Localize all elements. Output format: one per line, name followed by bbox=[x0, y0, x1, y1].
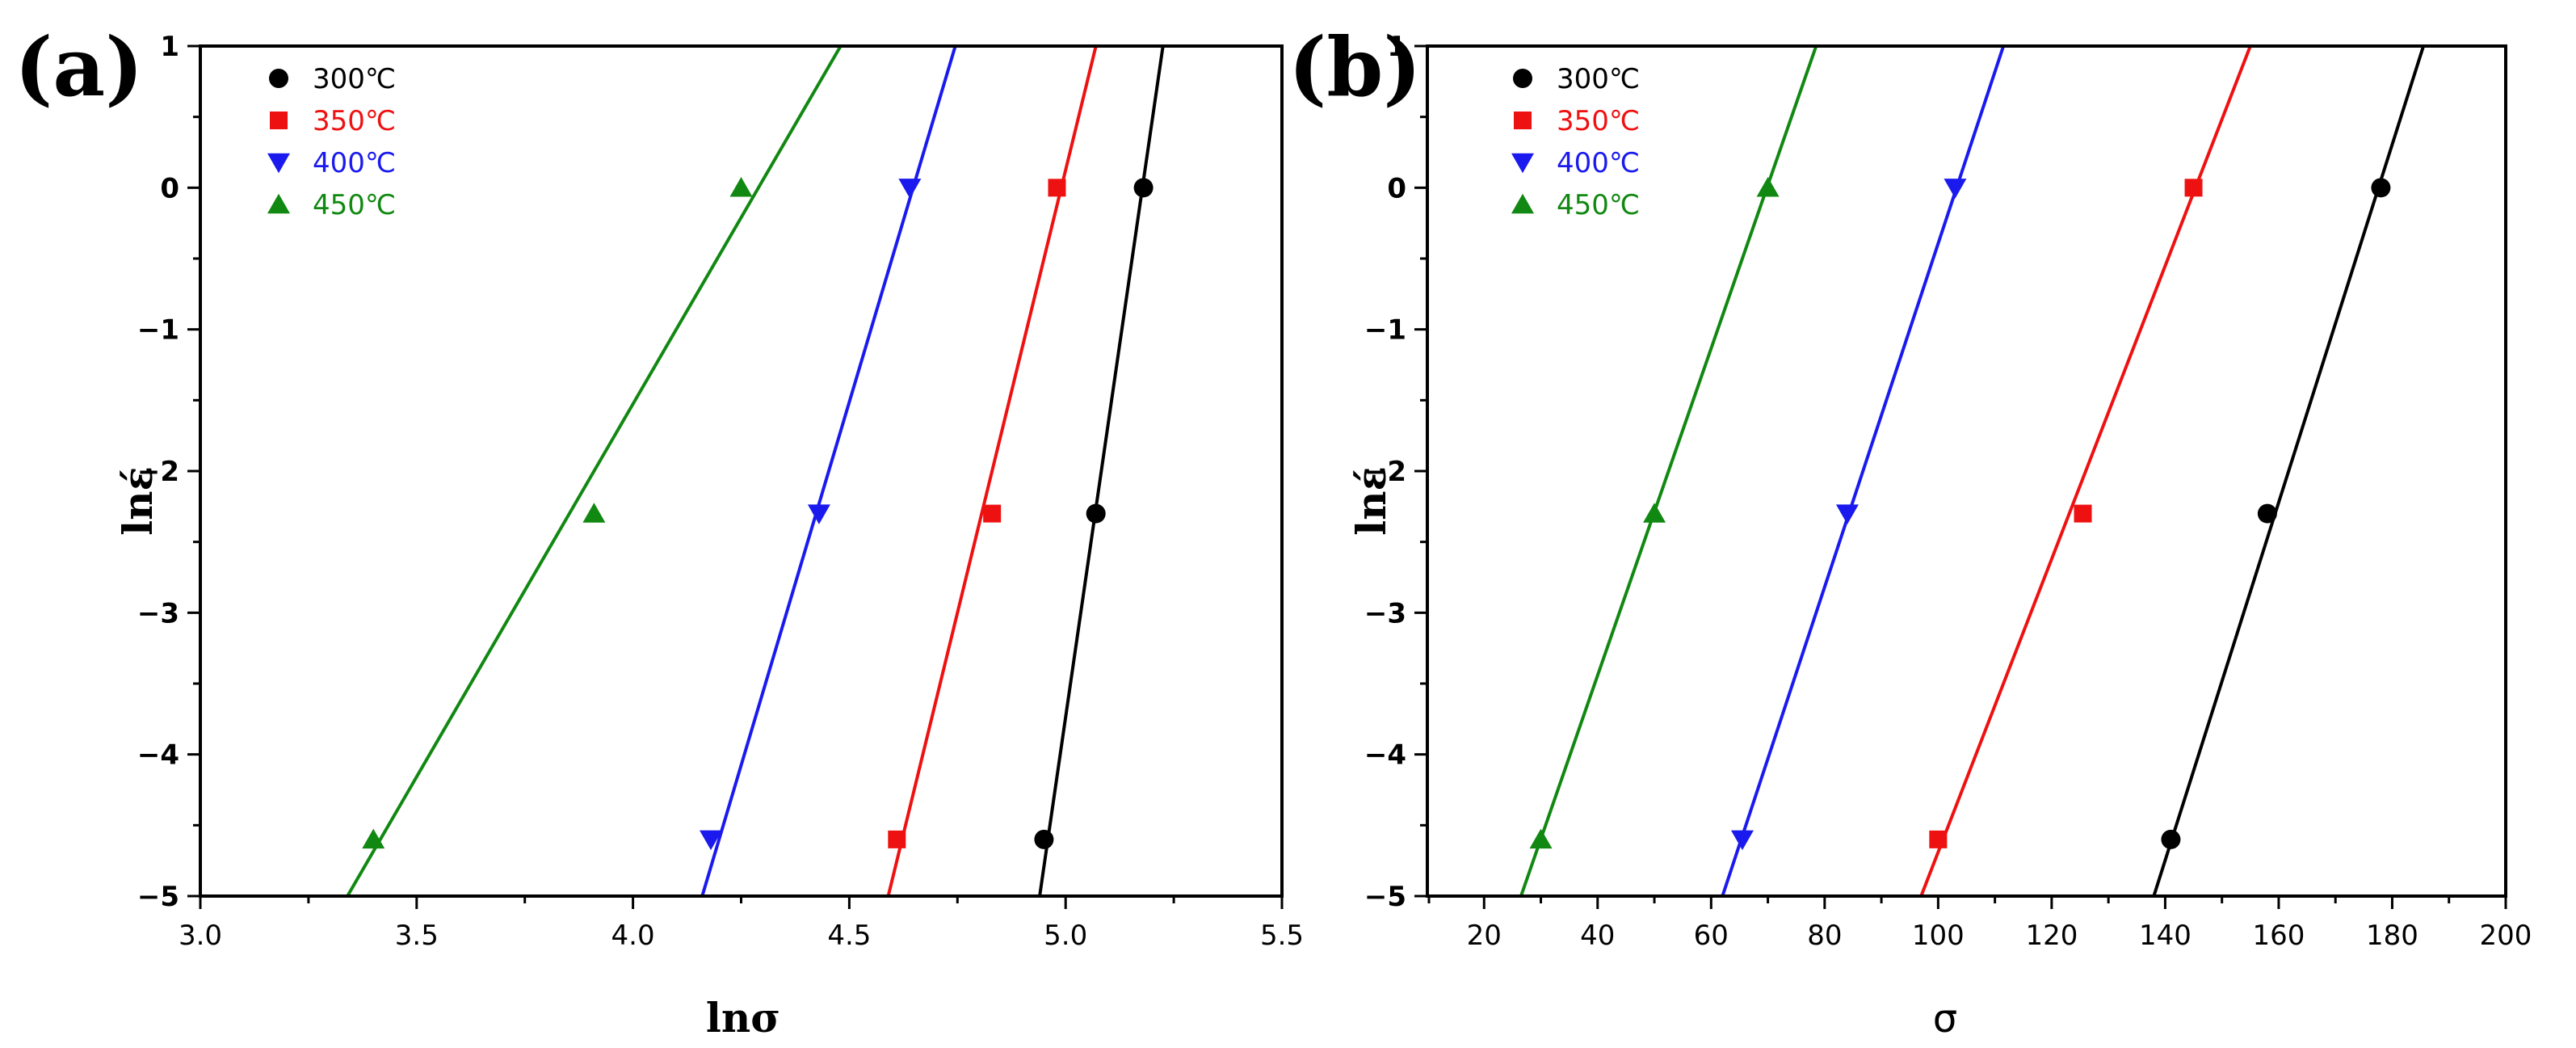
x-tick-label-a: 4.5 bbox=[827, 920, 871, 952]
data-point-b-2-0 bbox=[1730, 830, 1754, 851]
data-point-b-1-1 bbox=[2074, 504, 2092, 523]
legend-label-b-2: 400℃ bbox=[1557, 147, 1640, 179]
legend-label-b-0: 300℃ bbox=[1557, 63, 1640, 95]
data-point-b-0-0 bbox=[2161, 829, 2181, 849]
data-point-a-3-2 bbox=[729, 177, 753, 197]
y-axis-title-b: lnέ bbox=[1347, 466, 1395, 536]
y-tick-label-a: −5 bbox=[137, 881, 179, 913]
data-point-a-1-0 bbox=[888, 830, 906, 848]
x-tick-label-b: 20 bbox=[1467, 920, 1502, 952]
data-point-a-0-0 bbox=[1034, 829, 1054, 849]
y-tick-label-b: −2 bbox=[1364, 456, 1406, 488]
legend-marker-b-1 bbox=[1514, 112, 1532, 129]
x-tick-label-a: 4.0 bbox=[611, 920, 655, 952]
x-tick-label-b: 120 bbox=[2025, 920, 2078, 952]
data-point-b-3-1 bbox=[1643, 503, 1666, 523]
x-tick-label-a: 3.5 bbox=[395, 920, 439, 952]
data-point-a-2-2 bbox=[898, 179, 922, 199]
data-point-b-1-2 bbox=[2184, 179, 2203, 197]
fit-line-a-3 bbox=[346, 46, 843, 896]
legend-b: 300℃ 350℃ 400℃ 450℃ bbox=[1511, 63, 1640, 221]
y-tick-label-a: −3 bbox=[137, 597, 179, 629]
x-axis-title-b: σ bbox=[1933, 996, 1957, 1042]
x-tick-label-b: 160 bbox=[2252, 920, 2305, 952]
legend-marker-b-3 bbox=[1511, 193, 1534, 214]
data-point-a-3-0 bbox=[362, 828, 385, 849]
x-tick-label-b: 60 bbox=[1694, 920, 1729, 952]
y-tick-label-b: 1 bbox=[1387, 31, 1406, 63]
y-tick-label-a: 1 bbox=[160, 31, 179, 63]
x-tick-label-a: 5.0 bbox=[1044, 920, 1087, 952]
x-tick-label-a: 5.5 bbox=[1260, 920, 1304, 952]
x-tick-label-b: 100 bbox=[1912, 920, 1965, 952]
y-tick-label-a: −4 bbox=[137, 739, 179, 772]
legend-label-b-3: 450℃ bbox=[1557, 189, 1640, 221]
legend-label-a-0: 300℃ bbox=[313, 63, 396, 95]
data-point-a-0-2 bbox=[1133, 178, 1154, 198]
legend-marker-b-2 bbox=[1511, 153, 1534, 174]
data-point-b-3-2 bbox=[1756, 177, 1780, 197]
x-tick-label-b: 200 bbox=[2480, 920, 2532, 952]
data-point-a-2-1 bbox=[807, 504, 830, 524]
data-point-a-2-0 bbox=[700, 830, 723, 851]
data-point-b-0-2 bbox=[2371, 178, 2391, 198]
chart-panel-a: −5 −4 −3 −2 −1 0 1 3.0 3.5 4.0 4.5 5.0 5.5 (a) lnσ lnέ 3… bbox=[15, 19, 1304, 1042]
x-tick-label-a: 3.0 bbox=[179, 920, 222, 952]
y-tick-label-b: −1 bbox=[1364, 314, 1406, 347]
legend-marker-a-1 bbox=[270, 112, 288, 129]
y-tick-label-a: −2 bbox=[137, 456, 179, 488]
x-tick-label-b: 40 bbox=[1580, 920, 1615, 952]
data-point-a-1-1 bbox=[983, 504, 1002, 523]
y-axis-title-a: lnέ bbox=[114, 466, 162, 536]
legend-marker-b-0 bbox=[1513, 69, 1532, 88]
y-tick-label-b: −3 bbox=[1364, 597, 1406, 629]
legend-label-b-1: 350℃ bbox=[1557, 105, 1640, 137]
data-point-a-0-1 bbox=[1086, 503, 1106, 524]
legend-label-a-2: 400℃ bbox=[313, 147, 396, 179]
x-tick-label-b: 80 bbox=[1807, 920, 1842, 952]
data-point-b-2-1 bbox=[1835, 504, 1859, 524]
y-tick-label-b: −5 bbox=[1364, 881, 1406, 913]
legend-marker-a-0 bbox=[269, 69, 288, 88]
x-tick-label-b: 140 bbox=[2139, 920, 2191, 952]
x-tick-label-b: 180 bbox=[2366, 920, 2418, 952]
data-point-b-3-0 bbox=[1529, 828, 1553, 849]
data-point-b-1-0 bbox=[1929, 830, 1948, 848]
y-tick-label-a: 0 bbox=[160, 172, 179, 204]
y-tick-label-b: 0 bbox=[1387, 172, 1406, 204]
data-point-a-3-1 bbox=[582, 503, 606, 523]
y-tick-label-b: −4 bbox=[1364, 739, 1406, 772]
legend-label-a-1: 350℃ bbox=[313, 105, 396, 137]
x-axis-title-a: lnσ bbox=[706, 994, 780, 1042]
legend-marker-a-3 bbox=[267, 193, 290, 214]
data-point-a-1-2 bbox=[1048, 179, 1066, 197]
data-point-b-0-1 bbox=[2257, 503, 2277, 524]
panel-label-b: (b) bbox=[1288, 19, 1422, 115]
data-point-b-2-2 bbox=[1944, 179, 1967, 199]
legend-marker-a-2 bbox=[267, 153, 290, 174]
y-tick-label-a: −1 bbox=[137, 314, 179, 347]
legend-a: 300℃ 350℃ 400℃ 450℃ bbox=[267, 63, 396, 221]
legend-label-a-3: 450℃ bbox=[313, 189, 396, 221]
panel-label-a: (a) bbox=[15, 19, 143, 115]
